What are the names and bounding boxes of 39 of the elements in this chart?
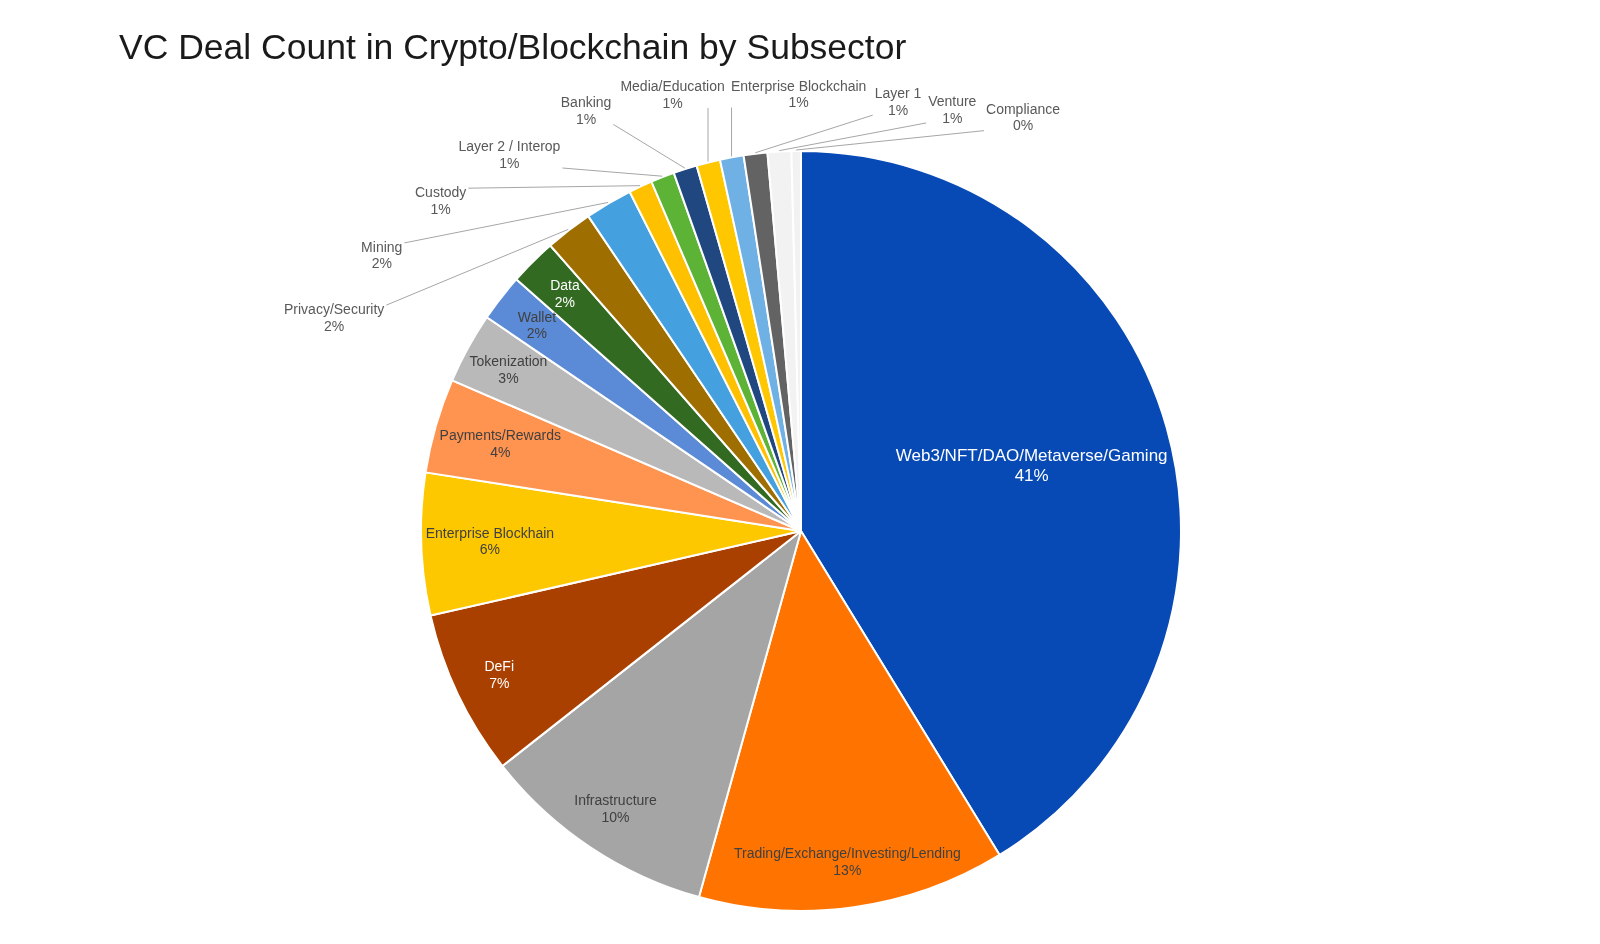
slice-label: Privacy/Security (284, 300, 385, 317)
data-label: 2% (526, 325, 548, 342)
slice-label: Mining (361, 238, 403, 255)
slice-label: Banking (560, 94, 612, 111)
chart-title: VC Deal Count in Crypto/Blockchain by Subsector (119, 27, 907, 67)
data-label: 2% (554, 293, 576, 310)
slice-label: Payments/Rewards (439, 426, 561, 443)
slice-label: Tokenization (469, 353, 548, 370)
data-label: 4% (490, 443, 511, 460)
slice-label: Wallet (517, 308, 557, 325)
slice-label: Infrastructure (574, 792, 657, 809)
slice-label: DeFi (484, 657, 515, 674)
slice-label: Enterprise Blockchain (730, 77, 867, 94)
data-label: 1% (788, 94, 809, 111)
data-label: 3% (498, 369, 519, 386)
data-label: 0% (1012, 117, 1034, 134)
slice-label: Layer 1 (874, 85, 922, 102)
data-label: 1% (499, 154, 520, 171)
data-label: 1% (430, 200, 451, 217)
data-label: 10% (601, 808, 630, 825)
data-label: 7% (489, 674, 510, 691)
slice-label: Trading/Exchange/Investing/Lending (733, 844, 961, 861)
data-label: 13% (833, 861, 862, 878)
slice-label: Data (550, 276, 580, 293)
data-label: 6% (479, 541, 501, 558)
slice-label: Compliance (986, 100, 1061, 117)
data-label: 2% (371, 255, 392, 272)
slice-label: Enterprise Blockhain (425, 524, 555, 541)
data-label: 1% (942, 109, 963, 126)
slice-label: Web3/NFT/DAO/Metaverse/Gaming (895, 445, 1168, 465)
data-label: 1% (662, 94, 683, 111)
slice-label: Custody (415, 183, 467, 200)
slice-label: Media/Education (620, 78, 725, 95)
data-label: 41% (1014, 466, 1049, 486)
slice-label: Layer 2 / Interop (458, 138, 561, 155)
slice-label: Venture (928, 92, 977, 109)
data-label: 1% (887, 101, 909, 118)
data-label: 2% (324, 317, 345, 334)
data-label: 1% (575, 111, 597, 128)
